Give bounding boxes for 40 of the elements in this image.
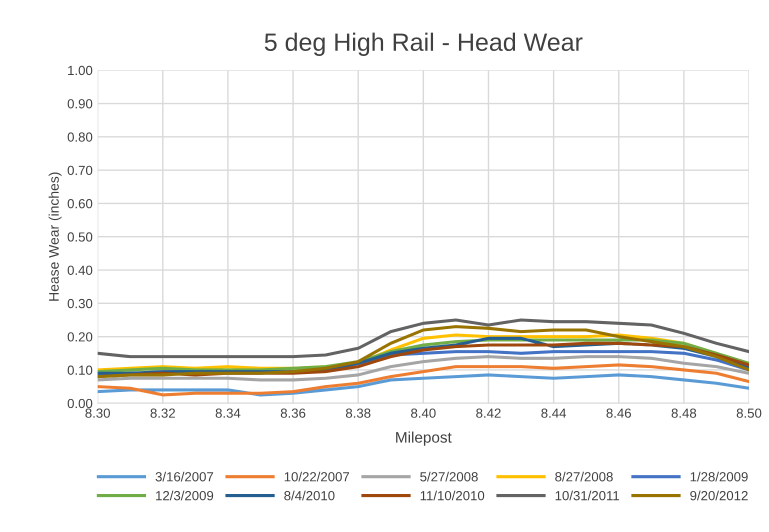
line-series — [98, 325, 750, 378]
x-tick-label: 8.34 — [216, 408, 240, 418]
legend-label: 8/27/2008 — [555, 472, 613, 482]
y-tick-label: 1.00 — [68, 66, 92, 76]
line-series — [98, 373, 750, 396]
x-tick-label: 8.38 — [346, 408, 370, 418]
y-tick-label: 0.60 — [68, 199, 92, 208]
legend-label: 10/22/2007 — [284, 472, 350, 482]
y-tick-label: 0.10 — [68, 366, 92, 375]
chart-title: 5 deg High Rail - Head Wear — [264, 32, 583, 56]
x-tick-label: 8.48 — [672, 408, 696, 418]
y-tick-label: 0.90 — [68, 99, 92, 108]
x-tick-label: 8.44 — [541, 408, 566, 418]
legend-label: 11/10/2010 — [420, 490, 484, 500]
legend-label: 8/4/2010 — [284, 490, 335, 500]
x-tick-label: 8.32 — [150, 408, 175, 418]
legend-label: 9/20/2012 — [690, 490, 748, 500]
x-tick-label: 8.36 — [280, 408, 306, 418]
y-tick-label: 0.30 — [68, 298, 92, 308]
y-tick-label: 0.00 — [68, 398, 92, 408]
y-tick-label: 0.20 — [68, 332, 92, 342]
x-tick-label: 8.50 — [736, 408, 762, 418]
x-axis-title: Milepost — [396, 432, 452, 446]
legend-label: 5/27/2008 — [420, 472, 478, 482]
y-tick-label: 0.50 — [68, 232, 92, 242]
x-tick-label: 8.30 — [85, 408, 110, 418]
x-tick-label: 8.40 — [411, 408, 436, 418]
x-tick-label: 8.42 — [476, 408, 501, 418]
y-axis-title: Hease Wear (inches) — [48, 172, 62, 301]
y-tick-label: 0.80 — [68, 132, 92, 142]
x-tick-label: 8.46 — [606, 408, 631, 418]
legend-label: 10/31/2011 — [556, 490, 620, 500]
legend-label: 3/16/2007 — [156, 472, 214, 482]
legend-label: 1/28/2009 — [690, 472, 748, 482]
legend-label: 12/3/2009 — [156, 490, 214, 500]
line-series — [98, 318, 750, 358]
line-series — [98, 355, 750, 382]
y-tick-label: 0.70 — [68, 166, 92, 176]
line-series — [98, 363, 750, 396]
y-tick-label: 0.40 — [68, 266, 92, 275]
